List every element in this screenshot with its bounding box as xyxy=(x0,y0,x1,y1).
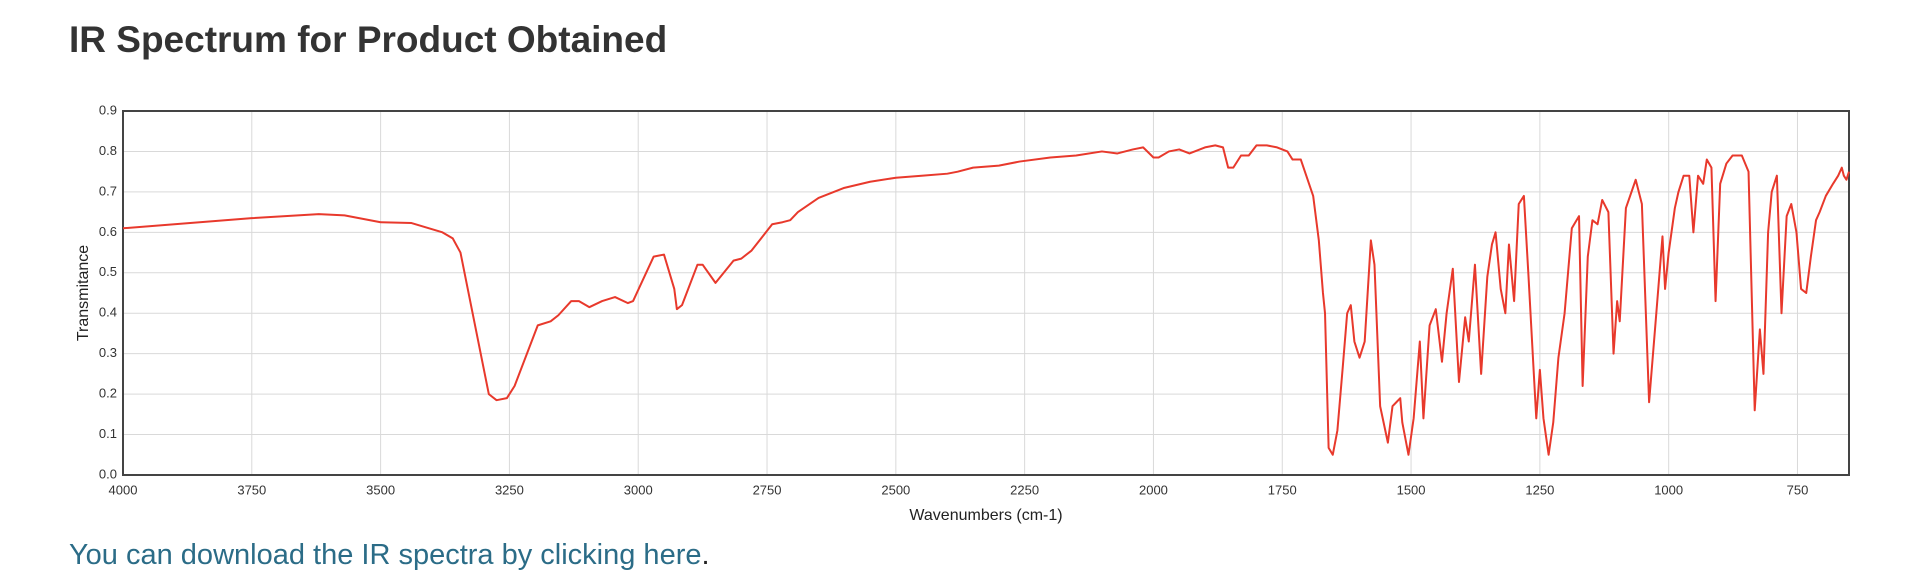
y-axis-label: Transmitance xyxy=(75,245,92,341)
x-tick-label: 1000 xyxy=(1654,482,1683,497)
x-tick-label: 2500 xyxy=(881,482,910,497)
y-tick-label: 0.0 xyxy=(99,466,117,481)
download-link[interactable]: You can download the IR spectra by click… xyxy=(69,539,701,570)
x-tick-label: 3500 xyxy=(366,482,395,497)
x-tick-label: 3250 xyxy=(495,482,524,497)
y-tick-label: 0.2 xyxy=(99,386,117,401)
plot-frame xyxy=(122,110,1850,476)
y-tick-label: 0.5 xyxy=(99,264,117,279)
y-tick-label: 0.1 xyxy=(99,426,117,441)
x-tick-label: 2750 xyxy=(753,482,782,497)
x-tick-label: 1750 xyxy=(1268,482,1297,497)
y-tick-label: 0.8 xyxy=(99,143,117,158)
y-tick-label: 0.7 xyxy=(99,183,117,198)
x-tick-label: 3750 xyxy=(237,482,266,497)
y-tick-label: 0.4 xyxy=(99,305,117,320)
x-tick-label: 2000 xyxy=(1139,482,1168,497)
y-tick-label: 0.9 xyxy=(99,102,117,117)
x-tick-label: 1250 xyxy=(1525,482,1554,497)
x-axis-label: Wavenumbers (cm-1) xyxy=(909,507,1062,524)
download-sentence: You can download the IR spectra by click… xyxy=(69,539,710,570)
sentence-end: . xyxy=(701,539,709,570)
x-tick-label: 1500 xyxy=(1397,482,1426,497)
spectrum-line xyxy=(122,144,1850,456)
x-tick-label: 3000 xyxy=(624,482,653,497)
x-tick-label: 2250 xyxy=(1010,482,1039,497)
x-tick-label: 4000 xyxy=(109,482,138,497)
y-tick-label: 0.3 xyxy=(99,345,117,360)
x-tick-label: 750 xyxy=(1787,482,1809,497)
y-tick-label: 0.6 xyxy=(99,224,117,239)
page-title: IR Spectrum for Product Obtained xyxy=(69,19,667,60)
